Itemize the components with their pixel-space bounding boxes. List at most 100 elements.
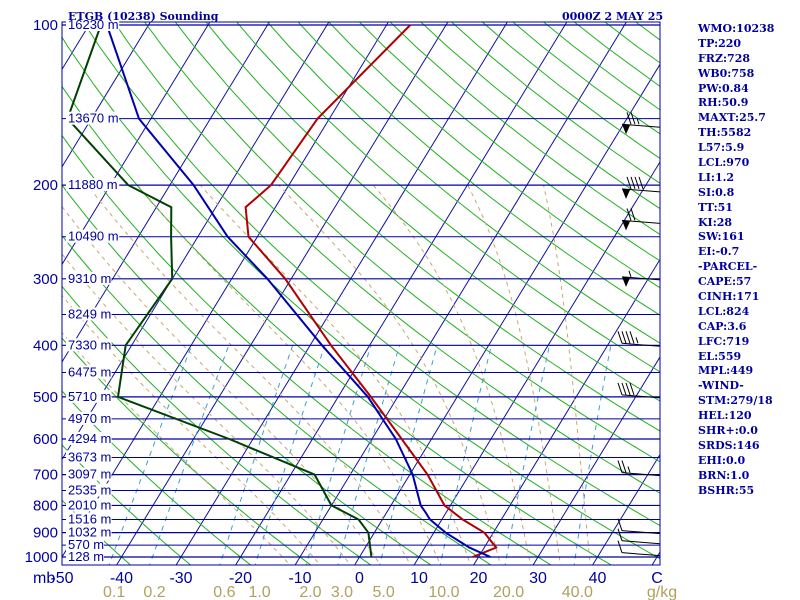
index-row: HEL:120 xyxy=(698,409,752,423)
barb-staff xyxy=(621,342,661,347)
height-label: 10490 m xyxy=(68,229,119,244)
moist-adiabat xyxy=(278,184,502,565)
pressure-tick-label: 300 xyxy=(33,271,58,288)
barb-half xyxy=(627,466,631,473)
dry-adiabat xyxy=(62,444,192,565)
barb-pennant xyxy=(622,220,630,231)
barb-flag xyxy=(630,176,636,190)
barb-half xyxy=(628,270,632,277)
height-label: 4294 m xyxy=(68,431,111,446)
height-label: 1516 m xyxy=(68,511,111,526)
isotherm-line xyxy=(116,22,449,565)
barb-flag xyxy=(629,382,635,396)
index-row: LI:1.2 xyxy=(698,170,735,184)
barb-flag xyxy=(617,518,623,531)
moist-adiabat xyxy=(467,184,561,565)
index-row: SI:0.8 xyxy=(698,185,735,199)
wind-barb xyxy=(617,331,661,347)
dry-adiabat xyxy=(82,22,660,527)
barb-flag xyxy=(621,331,627,344)
plot-frame xyxy=(61,21,661,566)
wind-barb xyxy=(621,176,661,199)
barb-flag xyxy=(626,176,632,190)
mixing-ratio-line xyxy=(337,345,400,565)
height-label-bg xyxy=(66,229,120,243)
isotherm-line xyxy=(354,63,660,565)
index-row: WB0:758 xyxy=(698,66,755,80)
barb-staff xyxy=(621,472,661,477)
height-label: 8249 m xyxy=(68,306,111,321)
height-label-bg xyxy=(66,512,112,526)
index-row: FRZ:728 xyxy=(698,51,751,65)
barb-staff xyxy=(621,123,661,128)
barb-flag xyxy=(621,460,627,473)
height-label-bg xyxy=(66,431,112,445)
index-row: BRN:1.0 xyxy=(698,468,750,482)
mixing-ratio-line xyxy=(439,345,492,565)
wind-barb xyxy=(617,540,661,557)
isotherm-line xyxy=(175,22,508,565)
sounding-time: 0000Z 2 MAY 25 xyxy=(562,10,663,23)
index-row: CAP:3.6 xyxy=(698,319,747,333)
mixing-ratio-line xyxy=(573,345,612,565)
barb-flag xyxy=(617,382,623,396)
mixing-ratio-line xyxy=(379,345,438,565)
isotherm-line xyxy=(532,356,660,565)
barb-flag xyxy=(626,112,632,125)
mixing-ratio-tick-label: 0.6 xyxy=(213,584,235,600)
index-row: CINH:171 xyxy=(698,290,760,304)
pressure-tick-label: 400 xyxy=(33,337,58,354)
moist-adiabat xyxy=(372,184,532,565)
barb-half xyxy=(636,118,640,125)
dry-adiabat xyxy=(113,22,660,494)
isotherm-line xyxy=(62,22,211,266)
height-label-bg xyxy=(66,411,112,425)
wind-barb xyxy=(617,528,661,545)
indices-panel: WMO:10238 TP:220 FRZ:728 WB0:758 PW:0.84 RH:5… xyxy=(698,22,798,499)
wind-barb xyxy=(621,208,661,231)
index-row: SRDS:146 xyxy=(698,438,760,452)
height-label-bg xyxy=(66,538,104,552)
barb-flag xyxy=(634,176,640,190)
mixing-ratio-line xyxy=(149,345,230,565)
temperature-tick-label: 40 xyxy=(589,570,607,587)
height-label-bg xyxy=(66,178,120,192)
barb-staff xyxy=(621,276,661,281)
barb-half xyxy=(635,337,639,344)
pressure-unit-label: mb xyxy=(33,570,55,587)
dry-adiabat xyxy=(62,337,312,565)
barb-staff xyxy=(621,188,661,193)
background-grid xyxy=(62,22,660,565)
pressure-tick-label: 600 xyxy=(33,431,58,448)
barb-pennant xyxy=(622,124,630,135)
height-label: 7330 m xyxy=(68,337,111,352)
barb-staff xyxy=(621,394,661,399)
height-label: 3097 m xyxy=(68,467,111,482)
isotherm-line xyxy=(62,22,151,168)
pressure-tick-label: 500 xyxy=(33,389,58,406)
isotherm-line xyxy=(413,160,660,565)
pressure-tick-label: 900 xyxy=(33,525,58,542)
pressure-tick-label: 200 xyxy=(33,177,58,194)
temperature-tick-label: -40 xyxy=(110,570,133,587)
barb-pennant xyxy=(622,276,630,287)
index-row: PW:0.84 xyxy=(698,81,749,95)
isotherm-line xyxy=(473,258,660,565)
mixing-ratio-unit-label: g/kg xyxy=(647,584,677,600)
mixing-ratio-tick-label: 20.0 xyxy=(493,584,524,600)
index-row: EL:559 xyxy=(698,349,742,363)
height-label: 570 m xyxy=(68,537,104,552)
mixing-ratio-tick-label: 10.0 xyxy=(428,584,459,600)
height-label-bg xyxy=(66,389,112,403)
mixing-ratio-tick-label: 5.0 xyxy=(373,584,395,600)
temperature-tick-label: C xyxy=(651,570,663,587)
mixing-ratio-tick-label: 2.0 xyxy=(299,584,321,600)
index-row: SW:161 xyxy=(698,230,745,244)
height-label: 2535 m xyxy=(68,483,111,498)
barb-flag xyxy=(617,540,623,553)
temperature-tick-label: -10 xyxy=(288,570,311,587)
moist-adiabat xyxy=(87,184,412,565)
mixing-ratio-tick-label: 40.0 xyxy=(562,584,593,600)
